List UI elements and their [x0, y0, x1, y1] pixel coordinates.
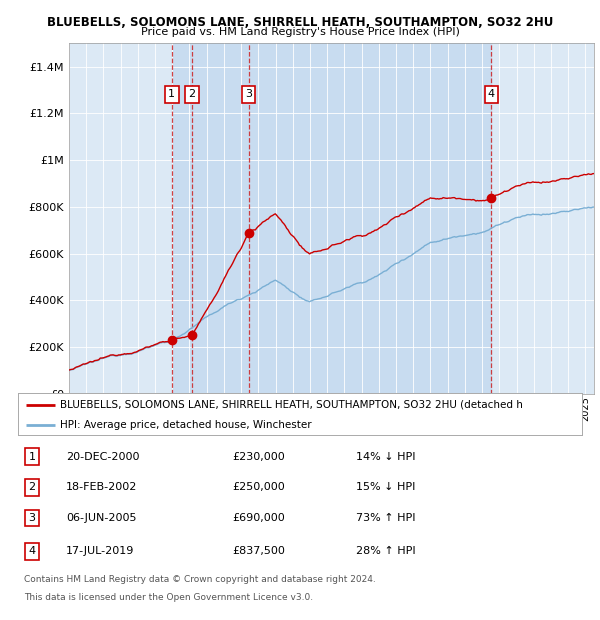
Text: 2: 2 — [188, 89, 195, 99]
Text: 20-DEC-2000: 20-DEC-2000 — [66, 451, 139, 462]
Text: Price paid vs. HM Land Registry's House Price Index (HPI): Price paid vs. HM Land Registry's House … — [140, 27, 460, 37]
Text: 3: 3 — [29, 513, 35, 523]
Text: £230,000: £230,000 — [232, 451, 285, 462]
Text: £690,000: £690,000 — [232, 513, 285, 523]
Text: HPI: Average price, detached house, Winchester: HPI: Average price, detached house, Winc… — [60, 420, 312, 430]
Text: 17-JUL-2019: 17-JUL-2019 — [66, 546, 134, 556]
Text: BLUEBELLS, SOLOMONS LANE, SHIRRELL HEATH, SOUTHAMPTON, SO32 2HU: BLUEBELLS, SOLOMONS LANE, SHIRRELL HEATH… — [47, 16, 553, 29]
Text: Contains HM Land Registry data © Crown copyright and database right 2024.: Contains HM Land Registry data © Crown c… — [24, 575, 376, 584]
Text: 4: 4 — [488, 89, 495, 99]
Text: This data is licensed under the Open Government Licence v3.0.: This data is licensed under the Open Gov… — [24, 593, 313, 602]
Text: 15% ↓ HPI: 15% ↓ HPI — [356, 482, 416, 492]
Text: £837,500: £837,500 — [232, 546, 285, 556]
Text: £250,000: £250,000 — [232, 482, 285, 492]
Text: 14% ↓ HPI: 14% ↓ HPI — [356, 451, 416, 462]
Text: 73% ↑ HPI: 73% ↑ HPI — [356, 513, 416, 523]
Text: 4: 4 — [29, 546, 35, 556]
Text: 3: 3 — [245, 89, 252, 99]
Text: 18-FEB-2002: 18-FEB-2002 — [66, 482, 137, 492]
Text: BLUEBELLS, SOLOMONS LANE, SHIRRELL HEATH, SOUTHAMPTON, SO32 2HU (detached h: BLUEBELLS, SOLOMONS LANE, SHIRRELL HEATH… — [60, 400, 523, 410]
Text: 1: 1 — [29, 451, 35, 462]
Bar — [172, 43, 491, 394]
Text: 28% ↑ HPI: 28% ↑ HPI — [356, 546, 416, 556]
Text: 06-JUN-2005: 06-JUN-2005 — [66, 513, 136, 523]
Text: 2: 2 — [29, 482, 35, 492]
Text: 1: 1 — [168, 89, 175, 99]
